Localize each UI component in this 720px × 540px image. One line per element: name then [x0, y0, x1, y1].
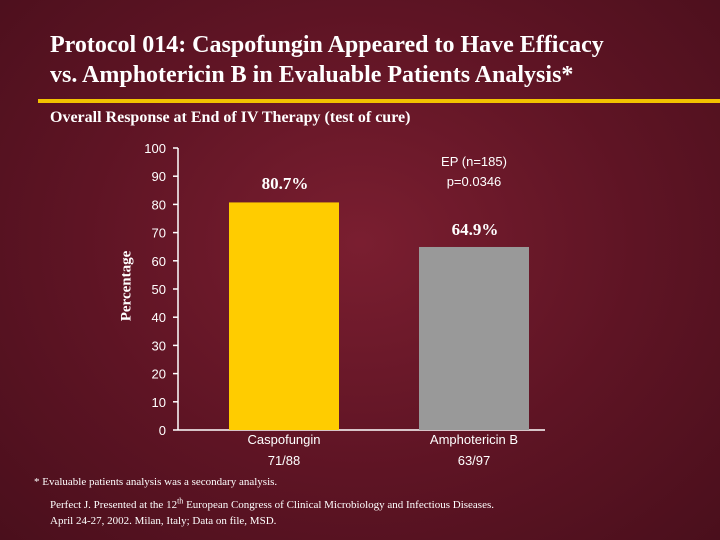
x-tick-label-1: Amphotericin B [430, 432, 518, 447]
bar-value-label-0: 80.7% [262, 174, 309, 193]
annotation-ep: EP (n=185) [441, 154, 507, 169]
footnote: * Evaluable patients analysis was a seco… [34, 476, 278, 488]
x-tick-count-0: 71/88 [268, 453, 301, 468]
bar-1 [419, 246, 529, 430]
bar-value-label-1: 64.9% [452, 220, 499, 239]
slide-title: Protocol 014: Caspofungin Appeared to Ha… [50, 30, 710, 90]
citation-line-1: Perfect J. Presented at the 12th Europea… [50, 497, 690, 513]
title-line-1: Protocol 014: Caspofungin Appeared to Ha… [50, 32, 604, 58]
title-divider [38, 99, 720, 103]
title-line-2: vs. Amphotericin B in Evaluable Patients… [50, 62, 574, 88]
x-tick-count-1: 63/97 [458, 453, 491, 468]
y-tick-label-90: 90 [152, 169, 166, 184]
annotation-p-value: p=0.0346 [447, 174, 502, 189]
y-tick-label-60: 60 [152, 254, 166, 269]
y-tick-label-70: 70 [152, 226, 166, 241]
chart-title: Overall Response at End of IV Therapy (t… [50, 109, 411, 126]
citation: Perfect J. Presented at the 12th Europea… [50, 497, 690, 529]
y-tick-label-40: 40 [152, 310, 166, 325]
x-tick-label-0: Caspofungin [248, 432, 321, 447]
citation-superscript: th [177, 496, 184, 506]
bar-0 [229, 202, 339, 430]
citation-line-2: April 24-27, 2002. Milan, Italy; Data on… [50, 515, 277, 527]
y-tick-label-20: 20 [152, 367, 166, 382]
y-tick-label-100: 100 [144, 141, 166, 156]
y-tick-label-0: 0 [159, 423, 166, 438]
y-tick-label-30: 30 [152, 338, 166, 353]
citation-text-2: European Congress of Clinical Microbiolo… [183, 499, 494, 511]
citation-text-1: Perfect J. Presented at the 12 [50, 499, 178, 511]
y-tick-label-50: 50 [152, 282, 166, 297]
y-tick-label-10: 10 [152, 395, 166, 410]
y-tick-label-80: 80 [152, 197, 166, 212]
